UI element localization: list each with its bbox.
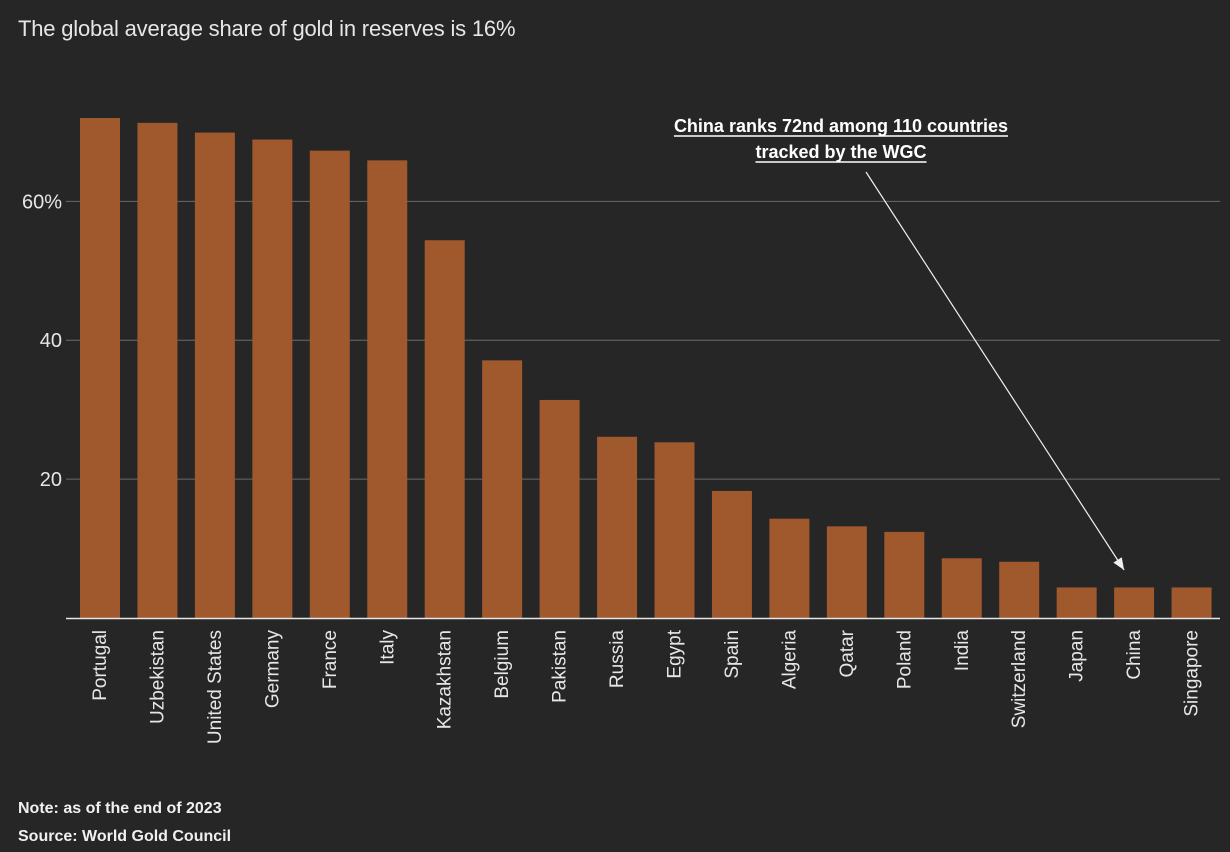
y-tick-label: 40: [40, 330, 62, 352]
x-tick-label: Qatar: [837, 629, 858, 677]
bars: [80, 118, 1212, 619]
annotation-line-2: tracked by the WGC: [755, 142, 926, 162]
bar-japan: [1056, 587, 1097, 618]
footer-note: Note: as of the end of 2023: [18, 800, 222, 817]
annotation-arrow: [865, 171, 1125, 571]
x-tick-label: Russia: [607, 630, 628, 689]
x-tick-label: India: [952, 630, 973, 672]
bar-russia: [597, 436, 638, 618]
x-tick-label: Uzbekistan: [147, 630, 168, 724]
bar-belgium: [482, 360, 523, 618]
annotation-line-1: China ranks 72nd among 110 countries: [674, 116, 1008, 136]
x-tick-label: Belgium: [492, 630, 513, 699]
x-tick-label: France: [320, 630, 341, 689]
bar-switzerland: [999, 561, 1040, 618]
bar-pakistan: [539, 399, 580, 618]
x-tick-label: Pakistan: [550, 630, 571, 703]
bar-france: [309, 150, 350, 618]
x-tick-label: Portugal: [90, 630, 111, 701]
x-tick-label: Kazakhstan: [435, 630, 456, 729]
bar-kazakhstan: [424, 240, 465, 618]
y-axis-ticks: 20 40 60%: [22, 191, 62, 491]
x-tick-label: Germany: [262, 630, 283, 709]
annotation: China ranks 72nd among 110 countries tra…: [673, 116, 1125, 571]
x-tick-label: Spain: [722, 630, 743, 679]
x-tick-label: Italy: [377, 630, 398, 665]
x-tick-label: United States: [205, 630, 226, 744]
bar-united-states: [194, 132, 235, 619]
annotation-arrowhead: [1113, 557, 1125, 570]
bar-uzbekistan: [137, 122, 178, 618]
y-tick-label: 20: [40, 469, 62, 491]
bar-algeria: [769, 518, 810, 618]
x-tick-label: China: [1124, 630, 1145, 680]
gridlines: [66, 200, 1220, 480]
y-tick-label: 60%: [22, 191, 62, 213]
x-tick-label: Algeria: [779, 630, 800, 690]
bar-singapore: [1171, 587, 1212, 618]
bar-china: [1114, 587, 1155, 618]
bar-portugal: [80, 118, 120, 618]
bar-egypt: [654, 442, 695, 618]
x-axis-labels: Portugal Uzbekistan United States Germany Fr…: [90, 629, 1203, 744]
footer-source: Source: World Gold Council: [18, 828, 232, 845]
x-tick-label: Japan: [1067, 630, 1088, 682]
bar-poland: [884, 531, 925, 618]
x-tick-label: Singapore: [1182, 630, 1203, 717]
bar-india: [941, 558, 982, 618]
x-tick-label: Poland: [894, 630, 915, 689]
bar-italy: [367, 160, 408, 618]
x-tick-label: Switzerland: [1009, 630, 1030, 728]
bar-spain: [711, 490, 752, 618]
x-tick-label: Egypt: [665, 629, 686, 678]
bar-qatar: [826, 526, 867, 618]
bar-germany: [252, 139, 293, 618]
chart-title: The global average share of gold in rese…: [18, 16, 516, 41]
